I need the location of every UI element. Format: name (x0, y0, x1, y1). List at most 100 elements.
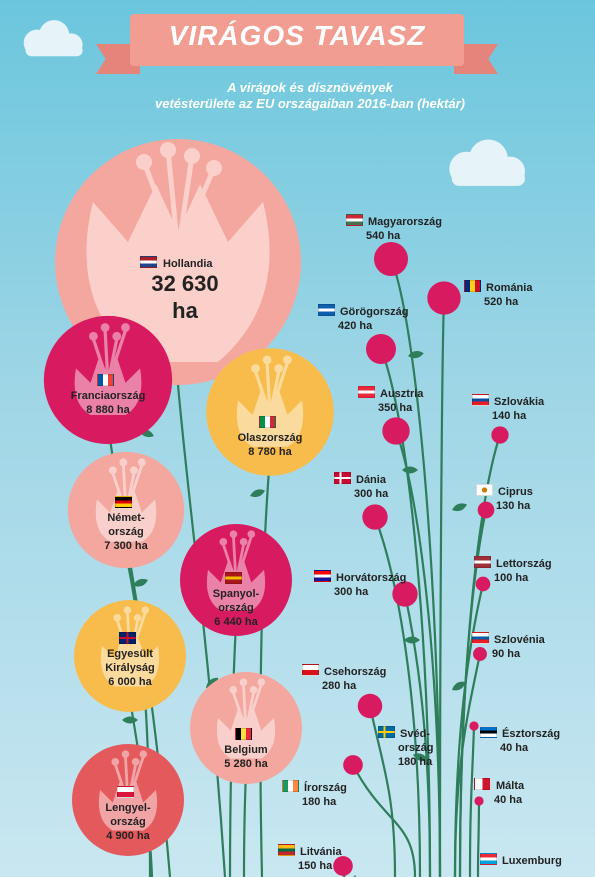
stem-svedorszag (352, 764, 417, 877)
flower-svedorszag (343, 755, 363, 775)
cloud-part (451, 171, 525, 186)
label-ausztria: Ausztria 350 ha (358, 386, 423, 415)
label-lengyelorszag: Lengyel-ország 4 900 ha (82, 786, 174, 843)
stamen-tip-icon (257, 678, 266, 686)
tulip-petals-icon (98, 779, 158, 831)
country-name: Olaszország (237, 432, 303, 444)
flower-romania (427, 281, 461, 315)
stem-gorogorszag (379, 348, 432, 877)
flag-szlovenia-icon (472, 632, 489, 644)
country-name: Szlovákia (472, 394, 544, 409)
tulip-petals-icon (206, 559, 266, 611)
value-line: ha (172, 298, 198, 323)
country-name: Szlovénia (472, 632, 545, 647)
stamen-icon (244, 684, 263, 731)
label-hollandia: Hollandia (140, 256, 213, 270)
country-name: Horvátország (314, 570, 406, 585)
label-svedorszag: Svéd-ország 180 ha (378, 726, 433, 769)
country-value: 40 ha (500, 742, 529, 754)
tulip-petals-icon (86, 184, 270, 362)
stamen-icon (265, 362, 272, 415)
value-line: 32 630 (151, 271, 219, 296)
title-banner: VIRÁGOS TAVASZ (96, 14, 498, 74)
leaf-icon (132, 578, 148, 587)
label-litvania: Litvánia 150 ha (278, 844, 342, 873)
stamen-icon (128, 612, 147, 659)
stamen-tip-icon (137, 458, 146, 467)
flag-ciprus-icon (476, 484, 493, 496)
stamen-tip-icon (229, 686, 238, 694)
country-name: Belgium (224, 744, 268, 756)
label-belgium: Belgium 5 280 ha (196, 728, 296, 771)
country-name-text: Svéd- (400, 728, 430, 740)
label-magyarorszag: Magyarország 540 ha (346, 214, 442, 243)
country-value: 4 900 ha (106, 830, 150, 842)
stamen-tip-icon (119, 458, 128, 467)
flag-row (220, 416, 320, 431)
flag-hollandia-icon (140, 256, 157, 268)
stamen-icon (175, 155, 195, 253)
page-subtitle: A virágok és dísznövények vetésterülete … (120, 80, 500, 112)
banner-body (130, 14, 464, 66)
page-title: VIRÁGOS TAVASZ (168, 20, 426, 51)
country-name: ország (110, 816, 146, 828)
leaf-icon (452, 503, 468, 512)
country-value: 6 000 ha (108, 676, 152, 688)
stem-ciprus (458, 509, 488, 877)
stem-dania (373, 516, 422, 877)
flag-egyesult-kiralysag-icon (119, 632, 136, 644)
stem-csehorszag (368, 705, 397, 877)
country-name: Görögország (318, 304, 408, 319)
country-name: Királyság (105, 662, 155, 674)
country-value: 300 ha (354, 488, 389, 500)
country-name: Málta (474, 778, 524, 793)
country-name: Franciaország (70, 390, 146, 402)
country-name-text: Horvátország (336, 572, 407, 584)
country-name-text: Észtország (502, 728, 561, 740)
country-name: Litvánia (278, 844, 342, 859)
label-gorogorszag: Görögország 420 ha (318, 304, 408, 333)
stamen-tip-icon (136, 154, 152, 170)
stem-romania (438, 297, 446, 877)
stamen-tip-icon (206, 160, 222, 176)
flag-dania-icon (334, 472, 351, 484)
flag-olaszorszag-icon (259, 416, 276, 428)
flag-horvatorszag-icon (314, 570, 331, 582)
label-olaszorszag: Olaszország 8 780 ha (220, 416, 320, 459)
subtitle-line-2: vetésterülete az EU országaiban 2016-ban… (155, 96, 465, 111)
label-spanyolorszag: Spanyol-ország 6 440 ha (190, 572, 282, 629)
country-name-text: Luxemburg (502, 855, 562, 867)
stamen-tip-icon (262, 355, 272, 365)
country-value: 180 ha (398, 756, 433, 768)
label-horvatorszag: Horvátország 300 ha (314, 570, 406, 599)
flag-luxemburg-icon (480, 853, 497, 865)
stamen-tip-icon (121, 323, 130, 332)
flag-romania-icon (464, 280, 481, 292)
stamen-tip-icon (229, 530, 238, 538)
flower-horvatorszag (392, 581, 418, 607)
country-value: 90 ha (492, 648, 521, 660)
stamen-tip-icon (219, 538, 228, 546)
stamen-tip-icon (160, 142, 176, 158)
flower-magyarorszag (374, 242, 408, 276)
country-name-text: Szlovénia (494, 634, 545, 646)
value-hollandia: 32 630 ha (135, 270, 235, 324)
stamen-tip-icon (121, 750, 130, 758)
stamen-icon (165, 149, 181, 253)
stem-horvatorszag (403, 593, 432, 877)
country-name-text: Ciprus (498, 486, 533, 498)
stamen-icon (175, 167, 217, 253)
stamen-tip-icon (139, 750, 148, 758)
country-value: 5 280 ha (224, 758, 268, 770)
country-name: Ausztria (358, 386, 423, 401)
flag-malta-icon (474, 778, 491, 790)
stamen-tip-icon (251, 364, 260, 373)
country-name: Német- (107, 512, 145, 524)
country-value: 130 ha (496, 500, 531, 512)
label-luxemburg: Luxemburg (480, 853, 562, 868)
flower-nemetorszag (67, 451, 185, 569)
country-name: Luxemburg (480, 853, 562, 868)
country-name-text: Magyarország (368, 216, 442, 228)
flag-nemetorszag-icon (115, 496, 132, 508)
